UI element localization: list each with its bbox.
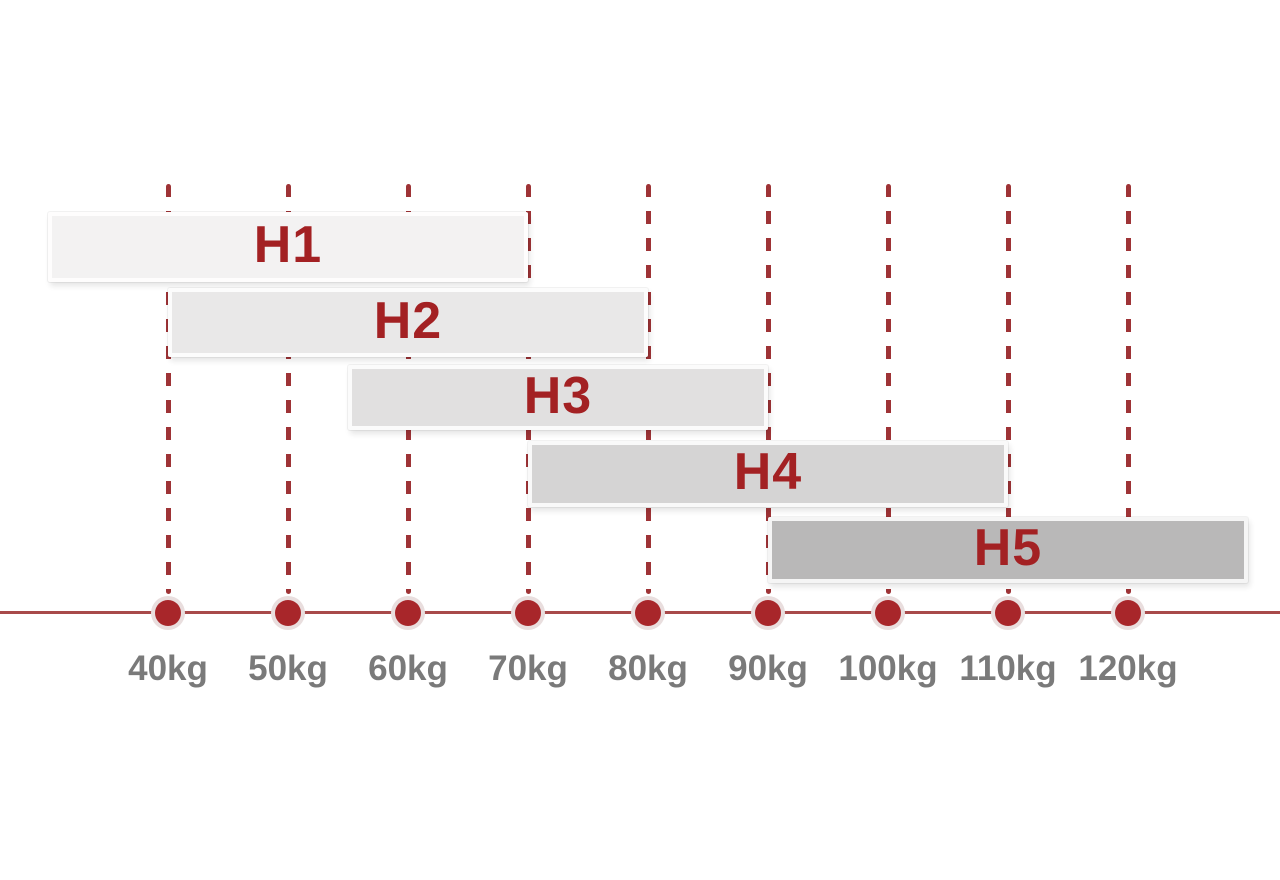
tick-label-110kg: 110kg — [959, 649, 1057, 688]
axis-dot-60kg — [395, 600, 421, 626]
bar-h4: H4 — [528, 441, 1008, 507]
axis-dot-100kg — [875, 600, 901, 626]
bar-label-h1: H1 — [253, 216, 323, 274]
bar-label-h2: H2 — [373, 291, 443, 350]
bar-h3: H3 — [348, 365, 768, 430]
bar-h5: H5 — [768, 517, 1248, 583]
bar-h2: H2 — [168, 288, 648, 357]
axis-dot-50kg — [275, 600, 301, 626]
tick-label-60kg: 60kg — [368, 649, 448, 688]
tick-label-40kg: 40kg — [128, 649, 208, 688]
bar-label-h3: H3 — [523, 366, 593, 425]
gridline-110kg — [1006, 184, 1011, 594]
bar-h1: H1 — [48, 212, 528, 282]
gridline-100kg — [886, 184, 891, 594]
gridline-50kg — [286, 184, 291, 594]
tick-label-100kg: 100kg — [838, 649, 938, 688]
bar-label-h4: H4 — [733, 443, 803, 501]
axis-dot-110kg — [995, 600, 1021, 626]
axis-dot-40kg — [155, 600, 181, 626]
axis-dot-70kg — [515, 600, 541, 626]
axis-dot-80kg — [635, 600, 661, 626]
tick-label-120kg: 120kg — [1078, 649, 1178, 688]
gridline-90kg — [766, 184, 771, 594]
gridline-40kg — [166, 184, 171, 594]
axis-dot-90kg — [755, 600, 781, 626]
tick-label-50kg: 50kg — [248, 649, 328, 688]
gridline-120kg — [1126, 184, 1131, 594]
axis-dot-120kg — [1115, 600, 1141, 626]
tick-label-90kg: 90kg — [728, 649, 808, 688]
tick-label-80kg: 80kg — [608, 649, 688, 688]
bar-label-h5: H5 — [973, 519, 1043, 577]
tick-label-70kg: 70kg — [488, 649, 568, 688]
